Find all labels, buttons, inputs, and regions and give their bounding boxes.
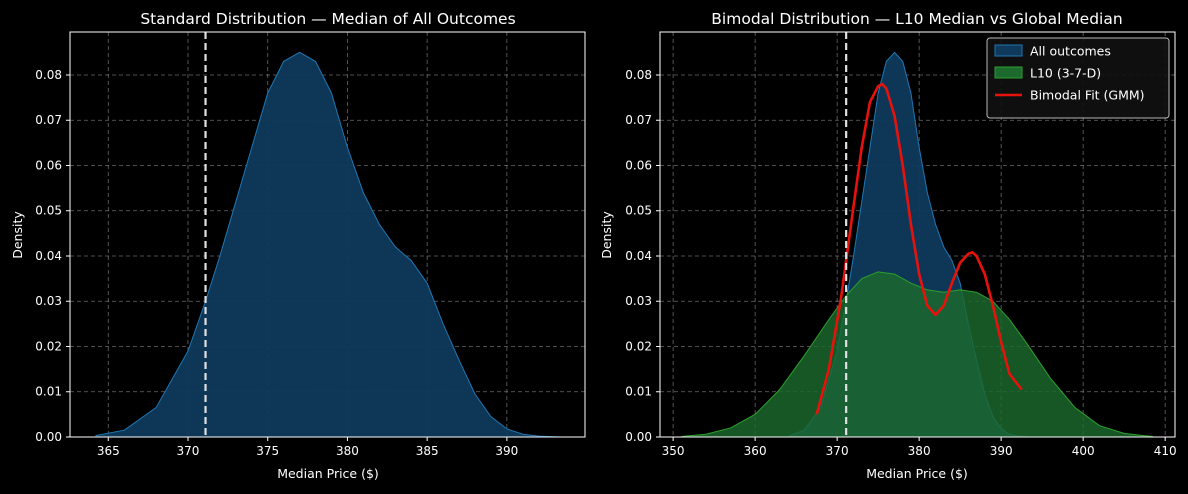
x-tick-label: 360 — [744, 444, 767, 458]
density-line-all-outcomes — [95, 51, 562, 438]
x-tick-label: 370 — [177, 444, 200, 458]
y-tick-label: 0.06 — [35, 158, 62, 172]
y-tick-label: 0.03 — [35, 294, 62, 308]
legend: All outcomes L10 (3-7-D) Bimodal Fit (GM… — [986, 37, 1170, 119]
y-tick-label: 0.00 — [625, 430, 652, 444]
legend-swatch-all-outcomes — [994, 44, 1023, 57]
chart-title: Standard Distribution — Median of All Ou… — [140, 10, 515, 28]
y-tick-label: 0.00 — [35, 430, 62, 444]
y-tick-label: 0.08 — [35, 68, 62, 82]
panel-bimodal-distribution: 350 360 370 380 390 400 410 0.00 0.01 0.02 0.03 0.0… — [599, 10, 1177, 481]
x-tick-label: 380 — [336, 444, 359, 458]
x-tick-label: 365 — [97, 444, 120, 458]
y-tick-label: 0.04 — [35, 249, 62, 263]
density-line-l10 — [681, 271, 1153, 438]
plot-layer: 365 370 375 380 385 390 0.00 0.01 0.02 0.03 0.04 0.… — [35, 31, 586, 458]
legend-label-l10: L10 (3-7-D) — [1030, 66, 1101, 81]
axes-frame — [69, 31, 586, 438]
y-tick-label: 0.02 — [35, 339, 62, 353]
y-tick-label: 0.07 — [625, 113, 652, 127]
y-tick-label: 0.08 — [625, 68, 652, 82]
density-area-l10 — [681, 271, 1153, 437]
plot-layer: 350 360 370 380 390 400 410 0.00 0.01 0.02 0.03 0.0… — [625, 31, 1177, 458]
legend-frame — [986, 37, 1170, 119]
legend-swatch-l10 — [994, 66, 1023, 79]
legend-label-bimodal-fit: Bimodal Fit (GMM) — [1030, 88, 1145, 103]
x-tick-label: 380 — [908, 444, 931, 458]
y-tick-label: 0.07 — [35, 113, 62, 127]
y-tick-label: 0.05 — [625, 204, 652, 218]
x-tick-label: 390 — [495, 444, 518, 458]
y-tick-label: 0.01 — [35, 385, 62, 399]
axes-frame — [659, 31, 1176, 438]
x-tick-label: 410 — [1154, 444, 1177, 458]
y-axis-label: Density — [10, 211, 25, 259]
x-axis-label: Median Price ($) — [866, 466, 968, 481]
x-tick-label: 390 — [990, 444, 1013, 458]
y-tick-label: 0.02 — [625, 339, 652, 353]
legend-label-all-outcomes: All outcomes — [1030, 44, 1111, 59]
fit-line-bimodal-fit — [815, 82, 1023, 415]
x-tick-label: 350 — [662, 444, 685, 458]
y-axis-label: Density — [599, 211, 614, 259]
y-tick-label: 0.06 — [625, 158, 652, 172]
y-tick-label: 0.04 — [625, 249, 652, 263]
y-tick-label: 0.05 — [35, 204, 62, 218]
density-area-all-outcomes — [95, 52, 562, 438]
y-tick-label: 0.01 — [625, 385, 652, 399]
x-tick-label: 385 — [416, 444, 439, 458]
x-tick-label: 375 — [256, 444, 279, 458]
panel-standard-distribution: 365 370 375 380 385 390 0.00 0.01 0.02 0.03 0.04 0.… — [10, 10, 586, 481]
chart-title: Bimodal Distribution — L10 Median vs Glo… — [711, 10, 1122, 28]
x-tick-label: 370 — [826, 444, 849, 458]
x-axis-label: Median Price ($) — [277, 466, 379, 481]
y-tick-label: 0.03 — [625, 294, 652, 308]
x-tick-label: 400 — [1072, 444, 1095, 458]
